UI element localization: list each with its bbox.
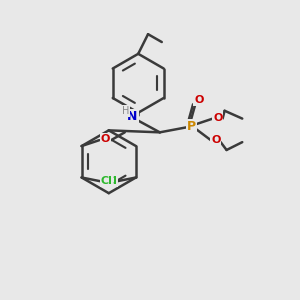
Text: P: P	[187, 120, 196, 133]
Text: O: O	[194, 95, 204, 105]
Text: Cl: Cl	[105, 176, 117, 186]
Text: H: H	[122, 106, 129, 116]
Text: O: O	[211, 135, 220, 145]
Text: N: N	[127, 110, 137, 123]
Text: O: O	[100, 134, 110, 144]
Text: Cl: Cl	[100, 176, 112, 186]
Text: O: O	[213, 112, 222, 123]
